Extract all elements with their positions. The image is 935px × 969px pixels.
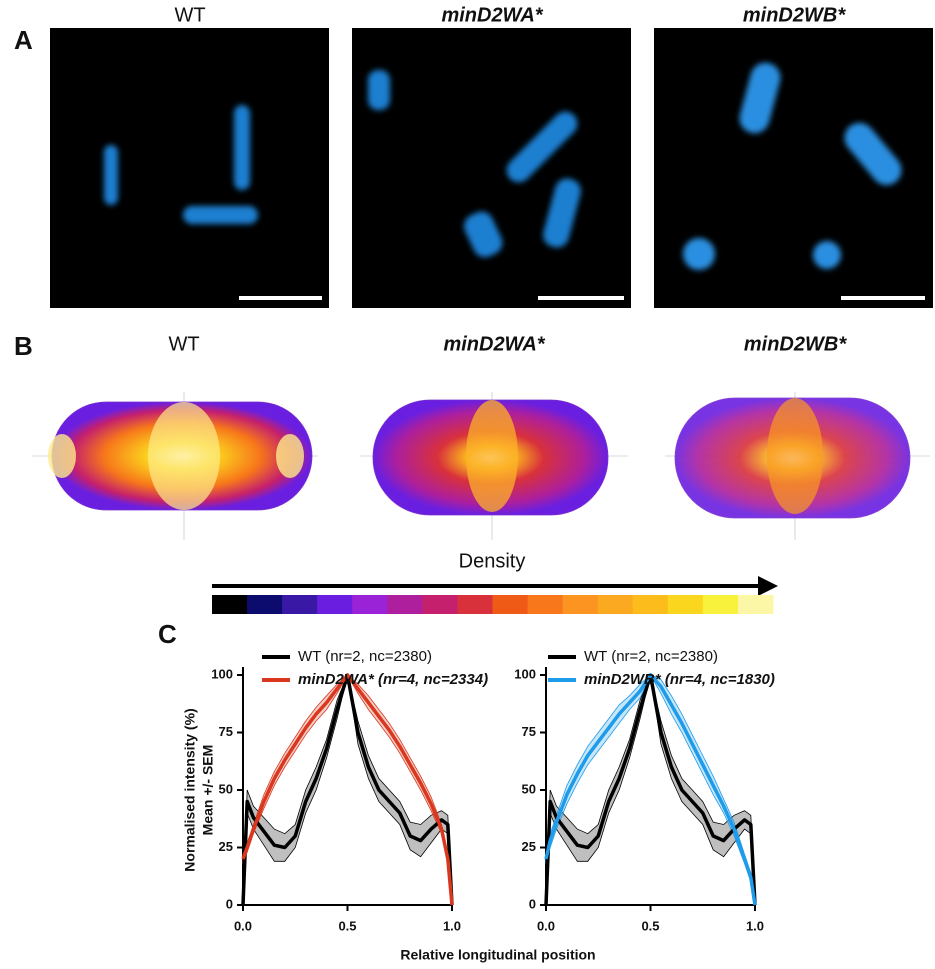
y-tick-label: 25 xyxy=(522,839,536,854)
colorbar-swatch xyxy=(737,595,774,614)
colorbar-swatch xyxy=(387,595,423,614)
panel-label: A xyxy=(14,25,33,55)
micrograph xyxy=(654,28,933,308)
density-plot xyxy=(360,392,628,540)
sem-band xyxy=(545,673,756,906)
x-tick-label: 1.0 xyxy=(746,918,764,933)
colorbar-swatch xyxy=(492,595,529,614)
panel-label: B xyxy=(14,331,33,361)
colorbar-swatch xyxy=(457,595,493,614)
colorbar-swatch xyxy=(282,595,318,614)
panel-label: C xyxy=(158,619,177,649)
x-tick-label: 0.5 xyxy=(338,918,356,933)
line xyxy=(544,673,757,906)
x-tick-label: 0.0 xyxy=(537,918,555,933)
colorbar-swatch xyxy=(702,595,739,614)
y-tick-label: 75 xyxy=(219,724,233,739)
panel-title: WT xyxy=(174,4,205,26)
panel-title: minD2WA* xyxy=(441,4,543,26)
colorbar-swatch xyxy=(527,595,564,614)
colorbar-label: Density xyxy=(459,550,526,572)
y-axis-label: Mean +/- SEM xyxy=(200,745,216,836)
x-tick-label: 0.5 xyxy=(641,918,659,933)
colorbar-swatch xyxy=(352,595,388,614)
y-tick-label: 0 xyxy=(226,896,233,911)
colorbar-swatch xyxy=(562,595,599,614)
density-plot xyxy=(32,392,318,540)
colorbar-swatch xyxy=(597,595,634,614)
y-tick-label: 75 xyxy=(522,724,536,739)
line xyxy=(241,673,454,906)
colorbar-swatch xyxy=(422,595,458,614)
legend-label: minD2WA* (nr=4, nc=2334) xyxy=(298,671,488,688)
line xyxy=(544,673,757,906)
arrow xyxy=(212,576,778,596)
legend-label: WT (nr=2, nc=2380) xyxy=(298,648,432,665)
colorbar-swatch xyxy=(247,595,283,614)
legend-label: WT (nr=2, nc=2380) xyxy=(584,648,718,665)
panel-title: WT xyxy=(168,333,199,355)
y-tick-label: 50 xyxy=(522,781,536,796)
y-tick-label: 0 xyxy=(529,896,536,911)
density-plot xyxy=(665,392,930,540)
y-tick-label: 100 xyxy=(211,666,233,681)
x-tick-label: 1.0 xyxy=(443,918,461,933)
legend-label: minD2WB* (nr=4, nc=1830) xyxy=(584,671,775,688)
panel-title: minD2WB* xyxy=(744,333,847,355)
panel-title: minD2WA* xyxy=(443,333,545,355)
panel-title: minD2WB* xyxy=(743,4,846,26)
micrograph xyxy=(352,28,631,308)
y-tick-label: 25 xyxy=(219,839,233,854)
y-axis-label: Normalised intensity (%) xyxy=(182,708,198,871)
colorbar-swatch xyxy=(632,595,669,614)
sem-band xyxy=(242,674,453,906)
y-tick-label: 100 xyxy=(514,666,536,681)
y-tick-label: 50 xyxy=(219,781,233,796)
colorbar-swatch xyxy=(212,595,248,614)
x-tick-label: 0.0 xyxy=(234,918,252,933)
colorbar-swatch xyxy=(667,595,704,614)
colorbar-swatch xyxy=(317,595,353,614)
colorbar xyxy=(212,595,774,614)
x-axis-label: Relative longitudinal position xyxy=(400,947,595,963)
sem-band xyxy=(545,674,756,906)
micrograph xyxy=(50,28,329,308)
